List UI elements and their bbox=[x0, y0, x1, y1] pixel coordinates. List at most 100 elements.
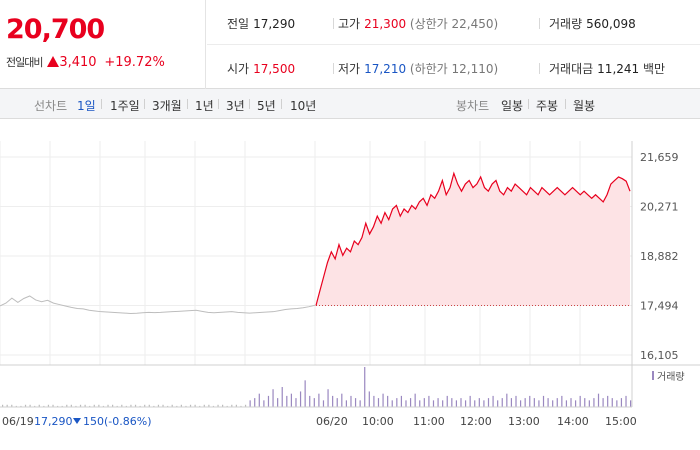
volume-bar bbox=[497, 400, 499, 407]
volume-bar bbox=[199, 405, 201, 407]
tab-3m[interactable]: 3개월 bbox=[152, 99, 182, 113]
volume-bar bbox=[24, 404, 27, 407]
volume-bar bbox=[134, 404, 137, 407]
volume-bar bbox=[203, 404, 205, 407]
volume-bar bbox=[464, 400, 467, 407]
volume-bar bbox=[359, 400, 361, 407]
volume-bar bbox=[125, 405, 127, 407]
tab-1w[interactable]: 1주일 bbox=[110, 99, 140, 113]
x-tick-label: 15:00 bbox=[605, 415, 637, 428]
volume-bar bbox=[455, 400, 458, 407]
today-area-fill bbox=[316, 173, 630, 306]
tab-daily-candle[interactable]: 일봉 bbox=[501, 99, 524, 113]
stat-value: 17,500 bbox=[253, 62, 296, 76]
volume-bar bbox=[529, 395, 531, 407]
volume-bar bbox=[281, 387, 283, 407]
volume-bar bbox=[290, 393, 292, 407]
tab-1d[interactable]: 1일 bbox=[77, 99, 96, 113]
stat-label: 저가 bbox=[338, 62, 361, 76]
volume-bar bbox=[574, 400, 577, 407]
price-chart-svg: 21,659 20,271 18,882 17,494 16,105 거래량 06/19 17… bbox=[0, 141, 700, 428]
tab-1y[interactable]: 1년 bbox=[195, 99, 214, 113]
volume-bar bbox=[396, 398, 398, 407]
volume-bar bbox=[588, 400, 590, 407]
volume-bar bbox=[478, 398, 480, 407]
tab-10y[interactable]: 10년 bbox=[290, 99, 317, 113]
stat-value: 17,290 bbox=[253, 17, 296, 31]
stat-label: 거래대금 bbox=[549, 62, 594, 76]
volume-bar bbox=[235, 404, 237, 407]
volume-bar bbox=[552, 400, 554, 407]
volume-bar bbox=[57, 405, 59, 407]
volume-bar bbox=[341, 393, 343, 407]
volume-bar bbox=[414, 393, 416, 407]
volume-bar bbox=[510, 398, 513, 407]
volume-bar bbox=[561, 395, 563, 407]
volume-bar bbox=[538, 400, 540, 407]
tab-5y[interactable]: 5년 bbox=[257, 99, 276, 113]
volume-bar bbox=[625, 395, 627, 407]
prev-day-date-label: 06/19 bbox=[2, 415, 34, 428]
down-triangle-icon bbox=[73, 418, 81, 424]
volume-bar bbox=[451, 398, 453, 407]
volume-bar bbox=[121, 404, 123, 407]
volume-bar bbox=[212, 405, 215, 407]
tab-monthly-candle[interactable]: 월봉 bbox=[573, 99, 596, 113]
volume-bar bbox=[354, 398, 357, 407]
volume-bar bbox=[570, 398, 572, 407]
volume-bar bbox=[89, 405, 91, 407]
volume-bar bbox=[272, 389, 274, 407]
volume-bar bbox=[254, 398, 256, 407]
volume-bar bbox=[258, 393, 260, 407]
tab-divider bbox=[187, 99, 188, 109]
divider bbox=[333, 63, 334, 74]
volume-bar bbox=[483, 400, 485, 407]
volume-bar bbox=[244, 404, 247, 407]
volume-bar bbox=[185, 405, 187, 407]
prev-day-change-label: 150 bbox=[83, 415, 104, 428]
volume-bar bbox=[368, 391, 370, 407]
stat-label: 시가 bbox=[227, 62, 250, 76]
volume-bar bbox=[506, 393, 508, 407]
volume-bar bbox=[79, 404, 82, 407]
tab-divider bbox=[249, 99, 250, 109]
volume-bar bbox=[176, 405, 178, 407]
volume-bar bbox=[43, 405, 45, 407]
volume-bar bbox=[579, 395, 581, 407]
volume-bar bbox=[474, 400, 476, 407]
volume-bar bbox=[409, 398, 412, 407]
volume-bar bbox=[387, 395, 389, 407]
volume-bar bbox=[139, 405, 141, 407]
volume-bar bbox=[469, 395, 471, 407]
volume-bar bbox=[189, 404, 192, 407]
volume-bar bbox=[38, 404, 40, 407]
volume-bar bbox=[116, 405, 118, 407]
volume-bar bbox=[492, 395, 494, 407]
y-tick-label: 16,105 bbox=[640, 349, 679, 362]
volume-bar bbox=[446, 395, 448, 407]
price-chart: 21,659 20,271 18,882 17,494 16,105 거래량 06/19 17… bbox=[0, 119, 700, 450]
change-value: 3,410 bbox=[59, 55, 97, 70]
tab-weekly-candle[interactable]: 주봉 bbox=[536, 99, 559, 113]
volume-bar bbox=[309, 395, 311, 407]
volume-bar bbox=[167, 405, 169, 407]
stat-open: 시가 17,500 bbox=[227, 60, 295, 77]
tab-divider bbox=[281, 99, 282, 109]
volume-bar bbox=[501, 398, 503, 407]
tab-3y[interactable]: 3년 bbox=[226, 99, 245, 113]
volume-bar bbox=[318, 393, 320, 407]
x-tick-label: 11:00 bbox=[413, 415, 445, 428]
current-price: 20,700 bbox=[6, 14, 105, 45]
volume-bar bbox=[295, 398, 297, 407]
change-percent: +19.72% bbox=[104, 55, 165, 70]
volume-bar bbox=[84, 404, 86, 407]
volume-bar bbox=[61, 405, 63, 407]
divider bbox=[539, 63, 540, 74]
volume-bar bbox=[267, 395, 270, 407]
volume-bar bbox=[487, 398, 490, 407]
chart-tabbar: 선차트 1일 1주일 3개월 1년 3년 5년 10년 봉차트 일봉 주봉 월봉 bbox=[0, 89, 700, 119]
volume-bar bbox=[515, 395, 517, 407]
volume-bar bbox=[524, 398, 526, 407]
volume-bar bbox=[304, 380, 306, 407]
volume-bar bbox=[93, 404, 95, 407]
